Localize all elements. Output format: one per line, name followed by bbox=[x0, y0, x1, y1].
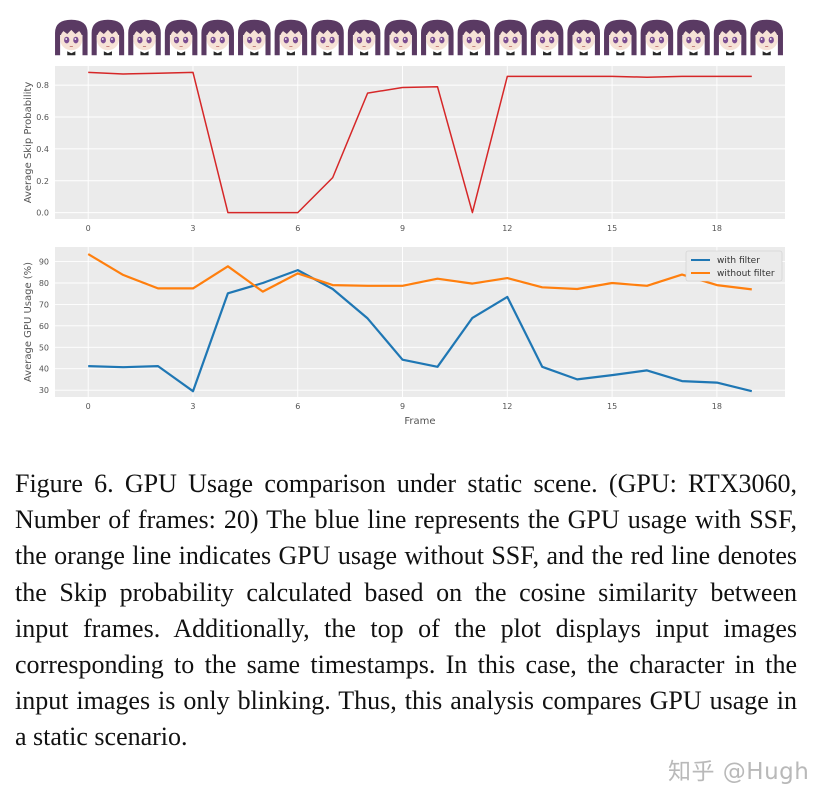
x-axis-label: Frame bbox=[404, 416, 435, 427]
thumbnail-image bbox=[309, 18, 346, 56]
skip-probability-plot: 0.0 0.2 0.4 0.6 0.8 0 3 6 9 12 15 18 Average Skip Pr… bbox=[23, 66, 785, 233]
thumbnail-image bbox=[638, 18, 676, 56]
thumbnail-image bbox=[382, 18, 419, 56]
x-tick-label: 15 bbox=[607, 224, 617, 233]
thumbnail-image bbox=[711, 18, 749, 56]
thumbnail-image bbox=[89, 18, 127, 56]
input-frame-thumbnails bbox=[53, 18, 785, 56]
series-line-skip-probability bbox=[88, 71, 752, 214]
series-line-without-filter bbox=[87, 253, 752, 293]
thumbnail-image bbox=[419, 18, 456, 56]
y-tick-label: 0.2 bbox=[36, 177, 49, 186]
gpu-usage-plot: 30 40 50 60 70 80 90 0 3 6 9 12 15 18 Average GPU Usag… bbox=[23, 247, 785, 427]
thumbnail-image bbox=[565, 18, 602, 56]
x-tick-label: 9 bbox=[400, 402, 405, 411]
figure-caption: Figure 6. GPU Usage comparison under sta… bbox=[15, 469, 797, 752]
x-tick-label: 0 bbox=[86, 224, 91, 233]
y-tick-label: 0.8 bbox=[36, 81, 49, 90]
y-tick-label: 80 bbox=[39, 279, 49, 288]
y-tick-label: 0.6 bbox=[36, 113, 49, 122]
y-tick-label: 30 bbox=[39, 386, 49, 395]
x-tick-label: 0 bbox=[86, 402, 91, 411]
thumbnail-image bbox=[675, 18, 712, 56]
thumbnail-image bbox=[345, 18, 383, 56]
x-tick-label: 9 bbox=[400, 224, 405, 233]
series-line-with-filter bbox=[88, 269, 753, 393]
y-tick-label: 40 bbox=[39, 365, 49, 374]
y-tick-label: 70 bbox=[39, 300, 49, 309]
y-tick-label: 50 bbox=[39, 343, 49, 352]
thumbnail-image bbox=[748, 18, 785, 56]
thumbnail-image bbox=[126, 18, 163, 56]
x-tick-label: 3 bbox=[190, 224, 195, 233]
x-tick-label: 6 bbox=[295, 224, 300, 233]
thumbnail-image bbox=[602, 18, 639, 56]
y-axis-label: Average Skip Probability bbox=[23, 82, 34, 204]
x-tick-label: 3 bbox=[190, 402, 195, 411]
thumbnail-image bbox=[492, 18, 529, 56]
plot-area bbox=[55, 66, 785, 219]
y-tick-label: 90 bbox=[39, 258, 49, 267]
x-tick-label: 18 bbox=[712, 224, 722, 233]
thumbnail-image bbox=[199, 18, 236, 56]
figure-panel: 0.0 0.2 0.4 0.6 0.8 0 3 6 9 12 15 18 Average Skip Pr… bbox=[23, 18, 785, 427]
thumbnail-image bbox=[162, 18, 200, 56]
x-tick-label: 6 bbox=[295, 402, 300, 411]
x-tick-label: 12 bbox=[502, 402, 512, 411]
plot-area bbox=[55, 247, 785, 397]
x-tick-label: 15 bbox=[607, 402, 617, 411]
thumbnail-image bbox=[455, 18, 493, 56]
thumbnail-image bbox=[528, 18, 566, 56]
legend-label: with filter bbox=[717, 256, 760, 266]
thumbnail-image bbox=[236, 18, 273, 56]
thumbnail-image bbox=[272, 18, 310, 56]
y-tick-label: 0.0 bbox=[36, 209, 49, 218]
thumbnail-image bbox=[53, 18, 90, 56]
watermark: 知乎 @Hugh bbox=[668, 759, 810, 785]
x-tick-label: 18 bbox=[712, 402, 722, 411]
y-axis-label: Average GPU Usage (%) bbox=[23, 262, 34, 382]
y-tick-label: 60 bbox=[39, 322, 49, 331]
legend-label: without filter bbox=[717, 269, 775, 279]
y-tick-label: 0.4 bbox=[36, 145, 49, 154]
x-tick-label: 12 bbox=[502, 224, 512, 233]
